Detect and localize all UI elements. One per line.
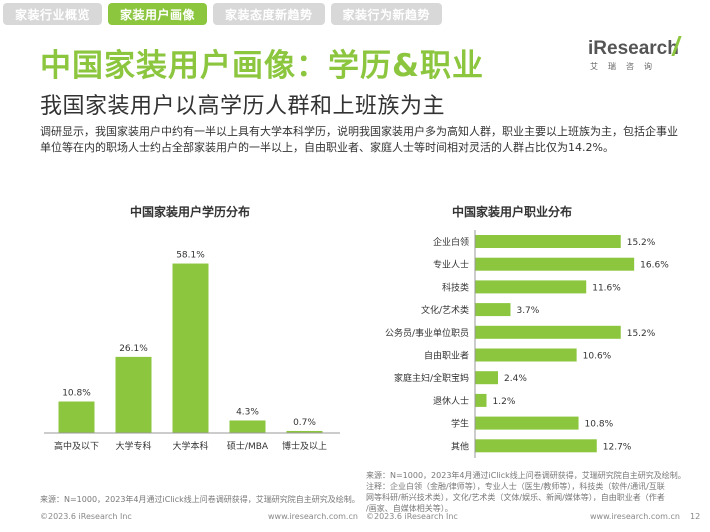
education-value-label: 26.1% — [119, 344, 148, 354]
occupation-value-label: 10.8% — [585, 420, 614, 430]
occupation-category-label: 文化/艺术类 — [421, 304, 469, 316]
tab-behavior-trends[interactable]: 家装行为新趋势 — [330, 3, 443, 25]
education-value-label: 0.7% — [293, 418, 316, 428]
education-value-label: 58.1% — [176, 251, 205, 261]
tab-attitude-trends[interactable]: 家装态度新趋势 — [213, 3, 325, 25]
occupation-value-label: 12.7% — [603, 442, 632, 452]
occupation-bar — [475, 257, 635, 271]
occupation-bar — [475, 393, 487, 407]
education-value-label: 10.8% — [62, 389, 91, 399]
occupation-value-label: 15.2% — [627, 238, 656, 248]
tab-user-profile[interactable]: 家装用户画像 — [108, 3, 208, 25]
page-subtitle: 我国家装用户以高学历人群和上班族为主 — [40, 94, 446, 119]
occupation-value-label: 1.2% — [493, 397, 516, 407]
occupation-bar — [475, 416, 579, 430]
education-category-label: 博士及以上 — [282, 440, 327, 452]
footer-url-right[interactable]: www.iresearch.com.cn — [590, 512, 680, 521]
summary-paragraph: 调研显示，我国家装用户中约有一半以上具有大学本科学历，说明我国家装用户多为高知人… — [40, 125, 678, 154]
occupation-value-label: 11.6% — [592, 283, 621, 293]
source-note-right-line: /画家、自媒体相关等）。 — [366, 504, 453, 513]
occupation-bar — [475, 325, 621, 339]
footer-url-left[interactable]: www.iresearch.com.cn — [268, 512, 358, 521]
footer-copyright-right: ©2023.6 iResearch Inc — [366, 512, 458, 521]
education-category-label: 硕士/MBA — [227, 440, 269, 452]
source-note-left: 来源：N=1000，2023年4月通过iClick线上问卷调研获得，艾瑞研究院自… — [40, 495, 360, 504]
occupation-bar — [475, 439, 597, 453]
education-category-label: 大学专科 — [115, 440, 151, 452]
occupation-category-label: 家庭主妇/全职宝妈 — [394, 372, 469, 384]
logo-main-text: iResearch — [588, 38, 679, 59]
education-bar — [58, 401, 95, 433]
occupation-category-label: 其他 — [451, 440, 469, 452]
education-category-label: 高中及以下 — [54, 440, 99, 452]
occupation-bar — [475, 371, 499, 385]
occupation-value-label: 3.7% — [516, 306, 539, 316]
occupation-category-label: 科技类 — [442, 281, 469, 293]
occupation-category-label: 专业人士 — [433, 259, 469, 271]
education-chart-title: 中国家装用户学历分布 — [130, 205, 251, 219]
logo-text: iResearch — [588, 36, 682, 60]
source-note-right: 来源：N=1000，2023年4月通过iClick线上问卷调研获得，艾瑞研究院自… — [366, 470, 706, 514]
occupation-bar — [475, 303, 511, 317]
education-bar — [115, 356, 152, 433]
page-number: 12 — [690, 512, 701, 521]
occupation-bar — [475, 280, 587, 294]
education-bar-chart: 10.8% 高中及以下 26.1% 大学专科 58.1% 大学本科 4.3% 硕士/MBA 0.… — [44, 251, 340, 452]
source-note-right-line: 来源：N=1000，2023年4月通过iClick线上问卷调研获得，艾瑞研究院自… — [366, 471, 686, 480]
occupation-category-label: 学生 — [451, 418, 469, 430]
occupation-value-label: 15.2% — [627, 329, 656, 339]
logo-subtitle: 艾瑞咨询 — [590, 62, 662, 71]
education-bar — [172, 263, 209, 433]
source-note-right-line: 注释：企业白领（金融/律师等），专业人士（医生/教师等），科技类（软件/通讯/互… — [366, 482, 665, 491]
occupation-category-label: 公务员/事业单位职员 — [385, 327, 469, 339]
occupation-bar — [475, 348, 577, 362]
occupation-bar — [475, 235, 621, 248]
occupation-category-label: 退休人士 — [433, 395, 469, 407]
iresearch-logo: iResearch 艾瑞咨询 — [588, 36, 682, 72]
occupation-category-label: 企业白领 — [433, 236, 469, 248]
education-bar — [286, 430, 323, 433]
education-category-label: 大学本科 — [172, 440, 208, 452]
education-bar — [229, 420, 266, 433]
footer-copyright-left: ©2023.6 iResearch Inc — [40, 512, 132, 521]
occupation-value-label: 10.6% — [583, 352, 612, 362]
occupation-value-label: 16.6% — [640, 261, 669, 271]
education-value-label: 4.3% — [236, 407, 259, 417]
occupation-value-label: 2.4% — [504, 374, 527, 384]
occupation-chart-title: 中国家装用户职业分布 — [452, 205, 573, 219]
occupation-category-label: 自由职业者 — [424, 350, 469, 362]
occupation-bar-chart: 企业白领 15.2% 专业人士 16.6% 科技类 11.6% 文化/艺术类 3.7% 公务员/… — [385, 230, 669, 458]
tab-industry-overview[interactable]: 家装行业概览 — [3, 3, 103, 25]
page-title: 中国家装用户画像：学历&职业 — [40, 48, 485, 84]
source-note-right-line: 网等科研/新兴技术类），文化/艺术类（文体/娱乐、新闻/媒体等），自由职业者（作… — [366, 493, 665, 502]
section-tabs: 家装行业概览 家装用户画像 家装态度新趋势 家装行为新趋势 — [3, 3, 443, 25]
